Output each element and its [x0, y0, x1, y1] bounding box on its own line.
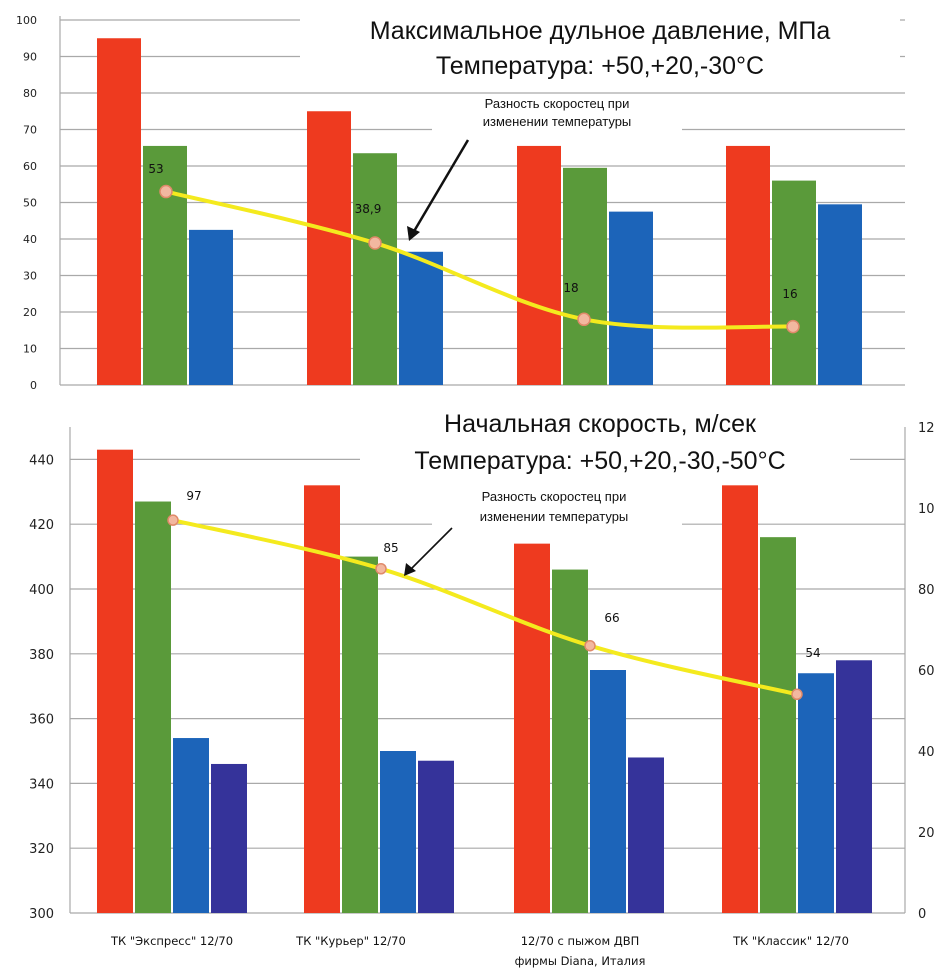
pressure-y-tick-label: 80: [23, 87, 37, 100]
pressure-y-tick-label: 60: [23, 160, 37, 173]
velocity-secondary-y-tick-label: 60: [918, 664, 934, 679]
pressure-bar: [353, 153, 397, 385]
category-label: 12/70 с пыжом ДВП: [521, 934, 640, 948]
velocity-secondary-y-tick-label: 40: [918, 745, 934, 760]
pressure-bar: [517, 146, 561, 385]
pressure-difference-label: 18: [563, 281, 578, 295]
pressure-bar: [772, 181, 816, 385]
pressure-y-tick-label: 40: [23, 233, 37, 246]
pressure-bar: [726, 146, 770, 385]
velocity-bar: [836, 660, 872, 913]
velocity-difference-point: [585, 641, 595, 651]
velocity-title: Начальная скорость, м/сек: [444, 410, 757, 438]
velocity-bar: [760, 537, 796, 913]
pressure-bar: [563, 168, 607, 385]
velocity-bar: [798, 673, 834, 913]
velocity-bar: [722, 485, 758, 913]
velocity-secondary-y-tick-label: 100: [918, 502, 934, 517]
velocity-secondary-y-tick-label: 20: [918, 826, 934, 841]
pressure-bar: [399, 252, 443, 385]
velocity-bar: [418, 761, 454, 913]
velocity-difference-point: [168, 515, 178, 525]
velocity-difference-label: 85: [383, 541, 398, 555]
pressure-y-tick-label: 0: [30, 379, 37, 392]
velocity-annotation-line-2: изменении температуры: [480, 509, 629, 524]
velocity-bar: [97, 450, 133, 913]
velocity-y-tick-label: 360: [29, 713, 54, 728]
velocity-bar: [173, 738, 209, 913]
pressure-bar: [143, 146, 187, 385]
velocity-y-tick-label: 340: [29, 777, 54, 792]
pressure-difference-point: [369, 237, 381, 249]
velocity-y-tick-label: 380: [29, 648, 54, 663]
velocity-difference-label: 66: [604, 611, 619, 625]
velocity-secondary-y-tick-label: 120: [918, 421, 934, 436]
pressure-difference-label: 53: [148, 162, 163, 176]
pressure-bar: [609, 212, 653, 385]
pressure-bar: [307, 111, 351, 385]
pressure-bar: [97, 38, 141, 385]
velocity-bar: [135, 502, 171, 913]
velocity-difference-point: [792, 689, 802, 699]
velocity-y-tick-label: 300: [29, 907, 54, 922]
velocity-y-tick-label: 320: [29, 842, 54, 857]
pressure-difference-label: 38,9: [355, 202, 382, 216]
pressure-y-tick-label: 70: [23, 124, 37, 137]
velocity-bar: [628, 757, 664, 913]
pressure-difference-label: 16: [782, 287, 797, 301]
velocity-difference-point: [376, 564, 386, 574]
pressure-y-tick-label: 10: [23, 343, 37, 356]
velocity-secondary-y-tick-label: 80: [918, 583, 934, 598]
pressure-y-tick-label: 20: [23, 306, 37, 319]
velocity-bar: [342, 557, 378, 913]
velocity-bar: [552, 570, 588, 913]
velocity-y-tick-label: 440: [29, 453, 54, 468]
pressure-y-tick-label: 50: [23, 197, 37, 210]
pressure-annotation-line-2: изменении температуры: [483, 114, 632, 129]
velocity-secondary-y-tick-label: 0: [918, 907, 926, 922]
pressure-y-tick-label: 90: [23, 51, 37, 64]
category-label: ТК "Классик" 12/70: [732, 934, 849, 948]
velocity-bar: [590, 670, 626, 913]
velocity-subtitle: Температура: +50,+20,-30,-50°C: [414, 447, 785, 475]
velocity-bar: [380, 751, 416, 913]
velocity-y-tick-label: 400: [29, 583, 54, 598]
velocity-bar: [211, 764, 247, 913]
pressure-difference-point: [787, 321, 799, 333]
pressure-annotation-line-1: Разность скоростец при: [485, 96, 630, 111]
pressure-difference-point: [578, 313, 590, 325]
pressure-title: Максимальное дульное давление, МПа: [370, 17, 831, 45]
velocity-difference-label: 97: [186, 489, 201, 503]
velocity-bar: [514, 544, 550, 913]
velocity-annotation-line-1: Разность скоростец при: [482, 489, 627, 504]
velocity-y-tick-label: 420: [29, 518, 54, 533]
velocity-difference-label: 54: [805, 646, 820, 660]
category-label: ТК "Курьер" 12/70: [295, 934, 406, 948]
pressure-difference-point: [160, 186, 172, 198]
category-label-line-2: фирмы Diana, Италия: [515, 954, 646, 968]
category-label: ТК "Экспресс" 12/70: [110, 934, 233, 948]
pressure-y-tick-label: 30: [23, 270, 37, 283]
pressure-bar: [189, 230, 233, 385]
pressure-y-tick-label: 100: [16, 14, 37, 27]
pressure-bar: [818, 204, 862, 385]
pressure-subtitle: Температура: +50,+20,-30°C: [436, 52, 764, 80]
